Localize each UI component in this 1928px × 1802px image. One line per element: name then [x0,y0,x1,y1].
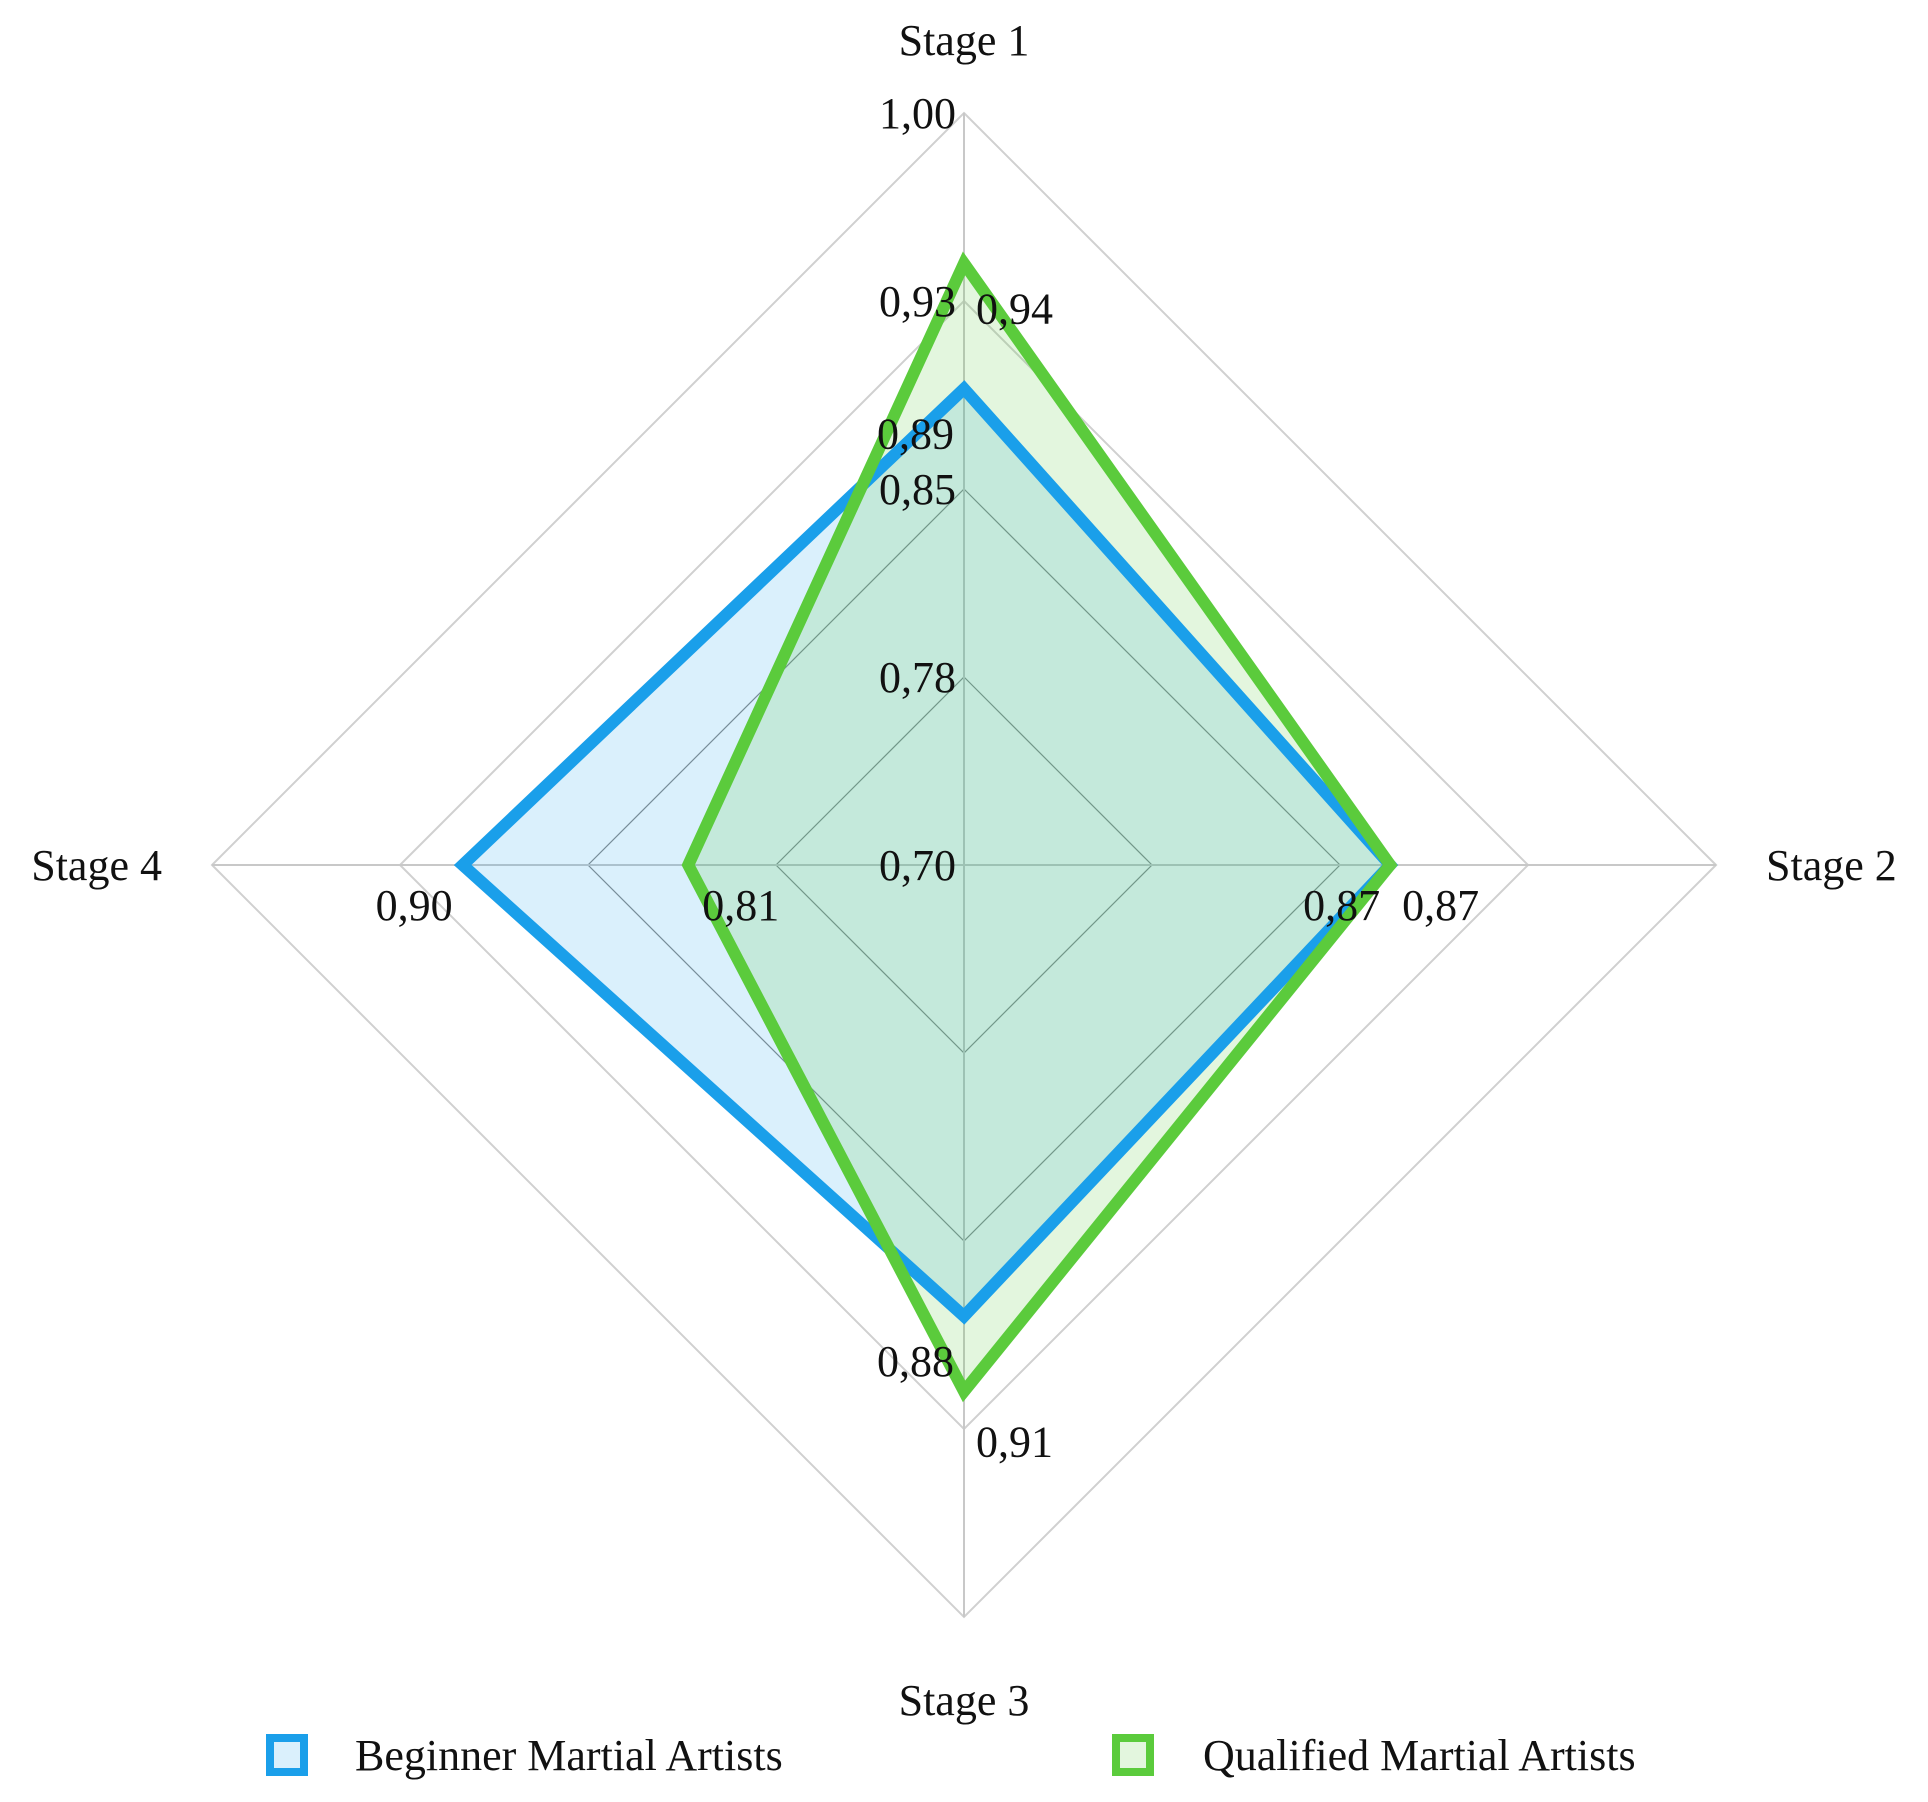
series-areas [462,263,1391,1392]
series-area [462,388,1391,1317]
axis-labels: Stage 1 Stage 2 Stage 3 Stage 4 [31,16,1897,1725]
data-label: 0,87 [1402,881,1479,930]
data-label: 0,87 [1303,881,1380,930]
series-line [681,251,1398,1403]
axis-label: Stage 4 [31,841,162,890]
radial-tick-label: 0,70 [879,841,956,890]
radial-tick-label: 1,00 [879,89,956,138]
series-line [453,380,1399,1325]
radar-grid [210,111,1718,1619]
data-label: 0,90 [376,881,453,930]
legend-label: Beginner Martial Artists [355,1731,783,1780]
radial-tick-label: 0,85 [879,465,956,514]
axis-label: Stage 1 [899,16,1030,65]
axis-label: Stage 3 [899,1676,1030,1725]
legend-label: Qualified Martial Artists [1203,1731,1636,1780]
data-labels: 0,89 0,87 0,88 0,90 0,94 0,87 0,91 0,81 [376,284,1479,1466]
series-outlines [453,251,1399,1403]
data-label: 0,88 [877,1337,954,1386]
radial-tick-labels: 0,70 0,78 0,85 0,93 1,00 [879,89,956,890]
legend: Beginner Martial Artists Qualified Martia… [266,1731,1636,1780]
data-label: 0,89 [877,410,954,459]
series-area [688,263,1391,1392]
legend-swatch [1112,1734,1154,1776]
data-label: 0,81 [702,881,779,930]
data-label: 0,94 [976,284,1053,333]
data-label: 0,91 [976,1417,1053,1466]
legend-swatch [266,1734,308,1776]
axis-label: Stage 2 [1766,841,1897,890]
radial-tick-label: 0,93 [879,277,956,326]
radial-tick-label: 0,78 [879,653,956,702]
